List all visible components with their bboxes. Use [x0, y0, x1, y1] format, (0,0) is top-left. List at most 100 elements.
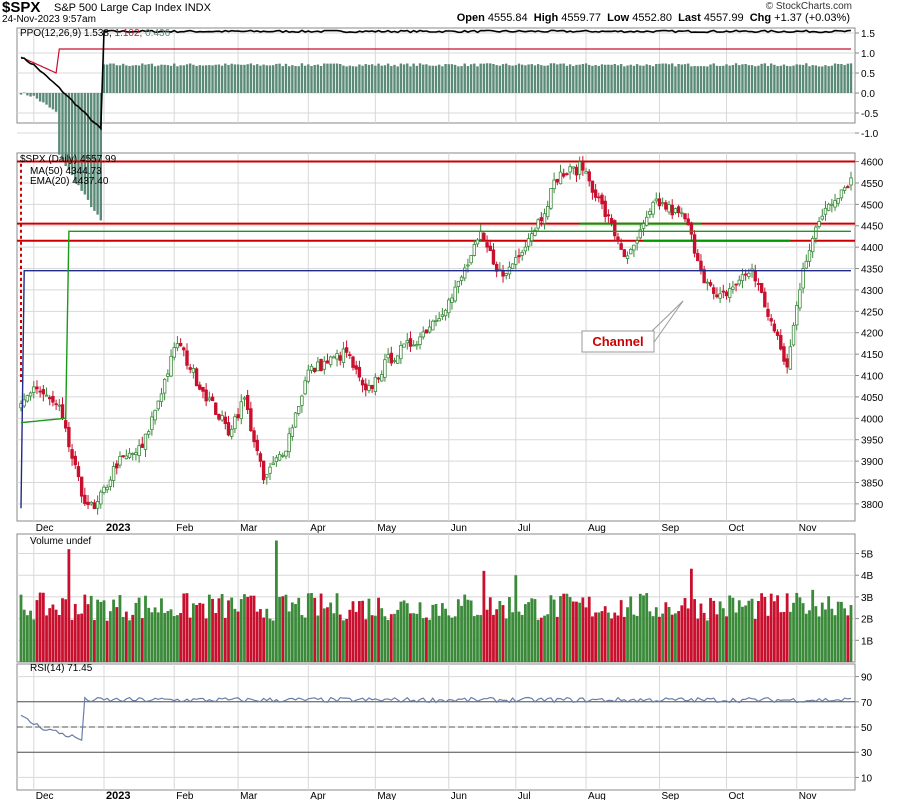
panel-frames	[16, 27, 856, 791]
candle-body	[405, 340, 409, 344]
volume-bar	[543, 615, 546, 662]
ppo-histogram-bar	[808, 66, 811, 93]
volume-bar	[664, 602, 668, 662]
ppo-histogram-bar	[86, 93, 90, 200]
ppo-histogram-bar	[626, 65, 629, 93]
volume-bar	[632, 614, 636, 662]
candle-body	[657, 198, 662, 207]
candle-body	[660, 202, 665, 205]
ppo-histogram-bar	[754, 66, 757, 93]
volume-bar	[134, 602, 138, 662]
volume-bar	[217, 598, 221, 662]
candle-body	[335, 353, 339, 360]
candle-body	[41, 389, 46, 395]
candle-body	[245, 395, 250, 410]
volume-bar	[389, 614, 393, 662]
high-label: High	[533, 12, 559, 24]
volume-bar	[45, 615, 48, 662]
ppo-histogram-bar	[26, 93, 29, 96]
volume-bar	[211, 598, 214, 662]
ppo-histogram-bar	[144, 64, 147, 93]
volume-bar	[329, 602, 333, 662]
volume-bar	[613, 612, 617, 662]
volume-bar	[677, 611, 681, 662]
ppo-histogram-bar	[680, 64, 684, 93]
price-tick-label: 4600	[861, 158, 884, 169]
ppo-histogram-bar	[498, 65, 502, 93]
volume-bar	[115, 607, 119, 662]
candle-body	[156, 400, 160, 410]
ppo-histogram-bar	[310, 65, 313, 93]
volume-bar	[383, 616, 387, 662]
ppo-tick-label: 1.0	[861, 49, 875, 60]
volume-legend: Volume undef	[30, 536, 91, 547]
candle-body	[830, 203, 834, 206]
ppo-histogram-bar	[738, 65, 741, 93]
candle-body	[255, 439, 259, 452]
volume-bar	[124, 611, 128, 662]
month-label: Feb	[176, 791, 194, 800]
candle-body	[137, 445, 141, 456]
ppo-histogram-bar	[147, 64, 150, 93]
volume-bar	[230, 597, 234, 662]
ppo-histogram-bar	[457, 66, 460, 93]
candle-body	[67, 427, 71, 448]
candle-body	[32, 386, 36, 393]
candle-body	[648, 210, 652, 215]
candle-body	[229, 428, 234, 437]
ppo-histogram-bar	[287, 66, 291, 93]
candle-body	[807, 249, 812, 262]
ppo-histogram-bar	[575, 64, 578, 93]
volume-bar	[817, 616, 821, 662]
ppo-histogram-bar	[166, 65, 170, 93]
volume-bar	[220, 594, 224, 662]
low-value: 4552.80	[632, 12, 672, 24]
month-label: Dec	[36, 791, 54, 800]
volume-bar	[306, 593, 310, 662]
ppo-histogram-bar	[243, 64, 246, 93]
volume-bar	[779, 612, 783, 662]
volume-bar	[332, 613, 336, 662]
volume-bar	[456, 599, 460, 662]
volume-bar	[41, 592, 45, 662]
candle-body	[581, 162, 585, 171]
candle-body	[332, 356, 336, 359]
ppo-histogram-bar	[150, 63, 154, 93]
ppo-histogram-bar	[706, 66, 709, 93]
candle-body	[520, 251, 524, 256]
volume-bar	[38, 592, 42, 662]
ppo-histogram-bar	[722, 65, 725, 93]
panel-frame-1	[16, 152, 856, 522]
volume-bar	[546, 614, 550, 662]
volume-bar	[25, 615, 29, 662]
ppo-histogram-bar	[524, 65, 527, 93]
ppo-histogram-bar	[801, 64, 805, 93]
candle-body	[775, 331, 780, 336]
volume-bar	[626, 607, 629, 662]
ppo-histogram-bar	[134, 65, 138, 93]
candle-body	[22, 399, 26, 407]
rsi-tick-label: 50	[861, 723, 873, 734]
candle-body	[715, 294, 719, 298]
candle-body	[622, 249, 627, 258]
candle-body	[411, 344, 416, 347]
ppo-histogram-bar	[546, 65, 549, 93]
volume-bar	[836, 601, 840, 662]
candle-body	[415, 344, 419, 347]
ppo-histogram-bar	[610, 64, 613, 93]
ppo-histogram-bar	[661, 63, 664, 93]
volume-bar	[271, 620, 275, 662]
ppo-histogram-bar	[386, 63, 390, 93]
ppo-histogram-bar	[425, 64, 428, 93]
candle-body	[683, 213, 687, 220]
ppo-histogram-bar	[814, 65, 818, 93]
volume-bar	[144, 595, 147, 662]
ppo-histogram-bar	[450, 64, 454, 93]
ppo-histogram-bar	[501, 64, 505, 93]
ppo-histogram-bar	[543, 65, 546, 93]
volume-bar	[380, 608, 384, 662]
ppo-histogram-bar	[655, 63, 658, 93]
ppo-histogram-bar	[508, 65, 511, 93]
candle-body	[51, 395, 55, 403]
